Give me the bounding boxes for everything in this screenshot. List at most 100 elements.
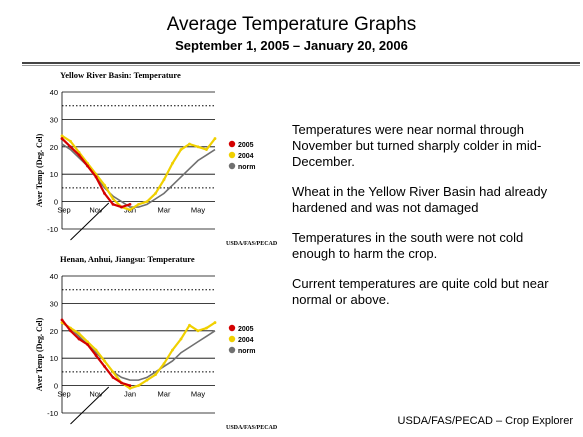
divider <box>22 62 580 64</box>
data-point-2005 <box>111 202 115 206</box>
chart-title: Yellow River Basin: Temperature <box>60 70 181 80</box>
y-tick-label: 40 <box>50 88 58 97</box>
data-point-2004 <box>154 191 157 195</box>
data-point-2004 <box>137 202 140 206</box>
chart-credit: USDA/FAS/PECAD <box>226 241 278 247</box>
legend-marker-2005 <box>228 324 236 332</box>
x-tick-label: Nov <box>89 206 103 215</box>
diagonal-line <box>70 386 110 425</box>
data-point-2004 <box>111 370 115 374</box>
data-point-2004 <box>128 208 132 212</box>
bullet-text: Temperatures were near normal through No… <box>292 122 542 169</box>
diagonal-line <box>70 202 110 241</box>
y-tick-label: 20 <box>50 143 58 152</box>
series-line-2004 <box>61 321 216 390</box>
data-point-2005 <box>86 164 89 168</box>
data-point-2004 <box>145 378 149 382</box>
data-point-2004 <box>205 326 208 330</box>
data-point-2005 <box>77 153 81 157</box>
data-point-2004 <box>213 321 217 324</box>
data-point-2005 <box>94 354 98 357</box>
y-axis-label: Aver Temp (Deg. Cel) <box>35 317 44 391</box>
data-point-2005 <box>103 191 106 195</box>
y-tick-label: -10 <box>47 225 58 234</box>
legend-label-2004: 2004 <box>238 337 254 344</box>
legend-label-norm: norm <box>238 348 256 355</box>
data-point-2004 <box>103 359 106 363</box>
x-tick-label: May <box>191 390 205 399</box>
data-point-2004 <box>137 384 140 387</box>
data-point-2004 <box>86 340 89 344</box>
data-point-2005 <box>111 375 115 379</box>
divider-thin <box>22 65 580 66</box>
henan-anhui-jiangsu-chart: Henan, Anhui, Jiangsu: Temperature -10 0 10… <box>35 254 278 431</box>
data-point-2004 <box>188 142 191 146</box>
y-tick-label: 0 <box>54 198 58 207</box>
legend-label-2004: 2004 <box>238 153 254 160</box>
x-tick-label: Mar <box>158 206 171 215</box>
data-point-2005 <box>128 202 132 206</box>
data-point-2005 <box>60 318 64 322</box>
data-point-2004 <box>213 137 217 140</box>
y-tick-label: 20 <box>50 327 58 336</box>
slide-title: Average Temperature Graphs <box>166 14 417 35</box>
data-point-2004 <box>171 161 174 165</box>
slide-subtitle: September 1, 2005 – January 20, 2006 <box>175 38 408 53</box>
chart-credit: USDA/FAS/PECAD <box>226 425 278 431</box>
legend-marker-norm <box>228 162 236 170</box>
x-tick-label: Jan <box>124 390 136 399</box>
bullet-text: Wheat in the Yellow River Basin had alre… <box>292 184 548 215</box>
legend-label-norm: norm <box>238 164 256 171</box>
data-point-2005 <box>60 137 64 140</box>
data-point-2005 <box>94 175 98 179</box>
legend-marker-2004 <box>228 151 236 159</box>
data-point-2005 <box>69 145 72 149</box>
x-tick-label: Nov <box>89 390 103 399</box>
yellow-river-chart: Yellow River Basin: Temperature -10 0 10 20 3… <box>35 70 278 247</box>
bullet-text: Temperatures in the south were not cold … <box>292 230 524 261</box>
data-point-2004 <box>103 183 106 187</box>
data-point-2005 <box>69 329 72 333</box>
data-point-2005 <box>120 205 123 209</box>
series-line-norm <box>61 143 216 208</box>
chart-title: Henan, Anhui, Jiangsu: Temperature <box>60 254 195 264</box>
legend-label-2005: 2005 <box>238 326 254 333</box>
y-tick-label: 0 <box>54 382 58 391</box>
footer-credit: USDA/FAS/PECAD – Crop Explorer <box>397 415 573 427</box>
legend-label-2005: 2005 <box>238 142 254 149</box>
y-tick-label: 10 <box>50 354 58 363</box>
x-tick-label: Mar <box>158 390 171 399</box>
x-tick-label: Sep <box>57 206 70 215</box>
data-point-2004 <box>179 148 183 151</box>
data-point-2004 <box>145 200 149 204</box>
data-point-2004 <box>196 145 200 149</box>
data-point-2004 <box>179 337 183 341</box>
data-point-2004 <box>128 386 132 390</box>
data-point-2004 <box>162 178 166 182</box>
y-tick-label: -10 <box>47 409 58 418</box>
y-tick-label: 30 <box>50 299 58 308</box>
data-point-2004 <box>154 373 157 377</box>
legend-marker-norm <box>228 346 236 354</box>
data-point-2004 <box>162 362 166 366</box>
y-tick-label: 40 <box>50 272 58 281</box>
data-point-2004 <box>196 329 200 333</box>
x-tick-label: May <box>191 206 205 215</box>
data-point-2004 <box>171 348 174 352</box>
data-point-2005 <box>128 384 132 387</box>
bullet-text: Current temperatures are quite cold but … <box>292 276 549 307</box>
data-point-2004 <box>60 134 64 138</box>
y-tick-label: 10 <box>50 170 58 179</box>
data-point-2004 <box>188 323 191 327</box>
bullet-list: Temperatures were near normal through No… <box>292 122 552 322</box>
legend-marker-2005 <box>228 140 236 148</box>
data-point-2004 <box>94 348 98 352</box>
data-point-2005 <box>86 343 89 346</box>
data-point-2005 <box>103 365 106 368</box>
data-point-2004 <box>205 148 208 151</box>
data-point-2004 <box>111 197 115 201</box>
data-point-2005 <box>77 337 81 341</box>
legend-marker-2004 <box>228 335 236 343</box>
x-tick-label: Sep <box>57 390 70 399</box>
